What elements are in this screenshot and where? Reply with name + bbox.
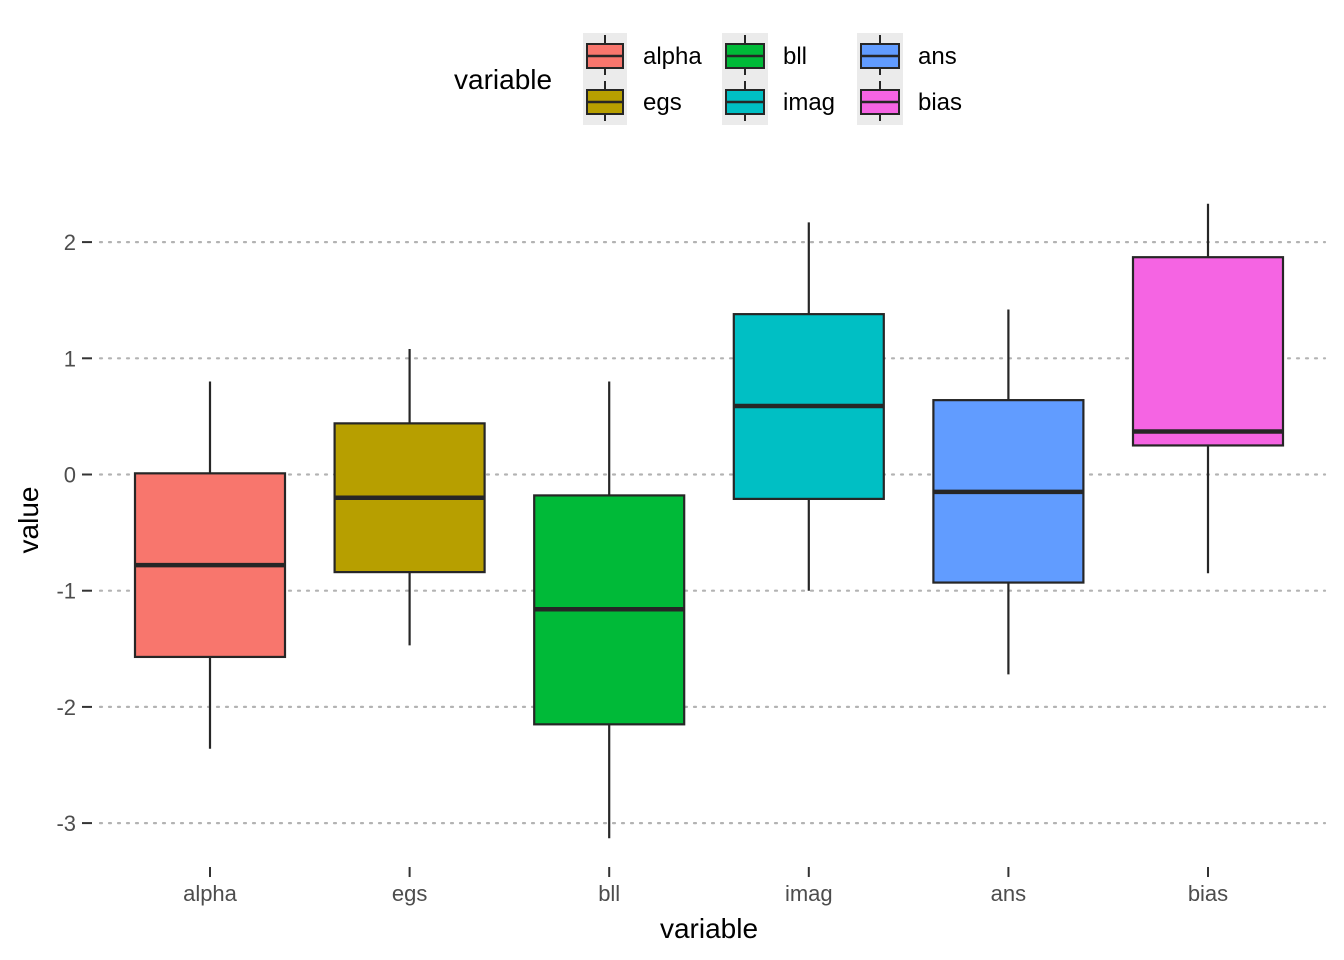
legend: variable alpha egs bll imag ans bias xyxy=(454,33,962,125)
legend-key-imag xyxy=(722,79,768,125)
legend-label: ans xyxy=(918,43,957,70)
y-axis: 2 1 0 -1 -2 -3 xyxy=(56,230,92,836)
x-tick-label: bias xyxy=(1188,881,1228,906)
box-bias xyxy=(1131,203,1285,574)
x-axis: alpha egs bll imag ans bias xyxy=(183,867,1228,906)
box-alpha xyxy=(133,381,287,749)
box-egs xyxy=(333,349,486,646)
legend-title: variable xyxy=(454,64,552,95)
legend-label: bias xyxy=(918,89,962,116)
x-axis-title: variable xyxy=(660,913,758,944)
y-tick-label: 1 xyxy=(64,346,76,371)
x-tick-label: bll xyxy=(598,881,620,906)
y-tick-label: -3 xyxy=(56,811,76,836)
box-body xyxy=(1131,256,1285,447)
box-bll xyxy=(533,381,686,839)
legend-key-bll xyxy=(722,33,768,79)
y-tick-label: 0 xyxy=(64,463,76,488)
y-tick-label: -1 xyxy=(56,579,76,604)
legend-label: bll xyxy=(783,43,807,70)
x-tick-label: egs xyxy=(392,881,427,906)
legend-key-ans xyxy=(857,33,903,79)
y-tick-label: -2 xyxy=(56,695,76,720)
grid-lines xyxy=(98,241,1327,825)
x-tick-label: imag xyxy=(785,881,833,906)
legend-key-bias xyxy=(857,79,903,125)
x-tick-label: alpha xyxy=(183,881,238,906)
y-tick-label: 2 xyxy=(64,230,76,255)
y-axis-title: value xyxy=(13,487,44,554)
box-ans xyxy=(932,309,1085,675)
legend-key-alpha xyxy=(583,33,627,79)
legend-label: alpha xyxy=(643,43,702,70)
boxes xyxy=(133,203,1285,839)
legend-key-egs xyxy=(583,79,627,125)
legend-label: imag xyxy=(783,89,835,116)
box-imag xyxy=(732,222,885,591)
legend-label: egs xyxy=(643,89,682,116)
x-tick-label: ans xyxy=(991,881,1026,906)
